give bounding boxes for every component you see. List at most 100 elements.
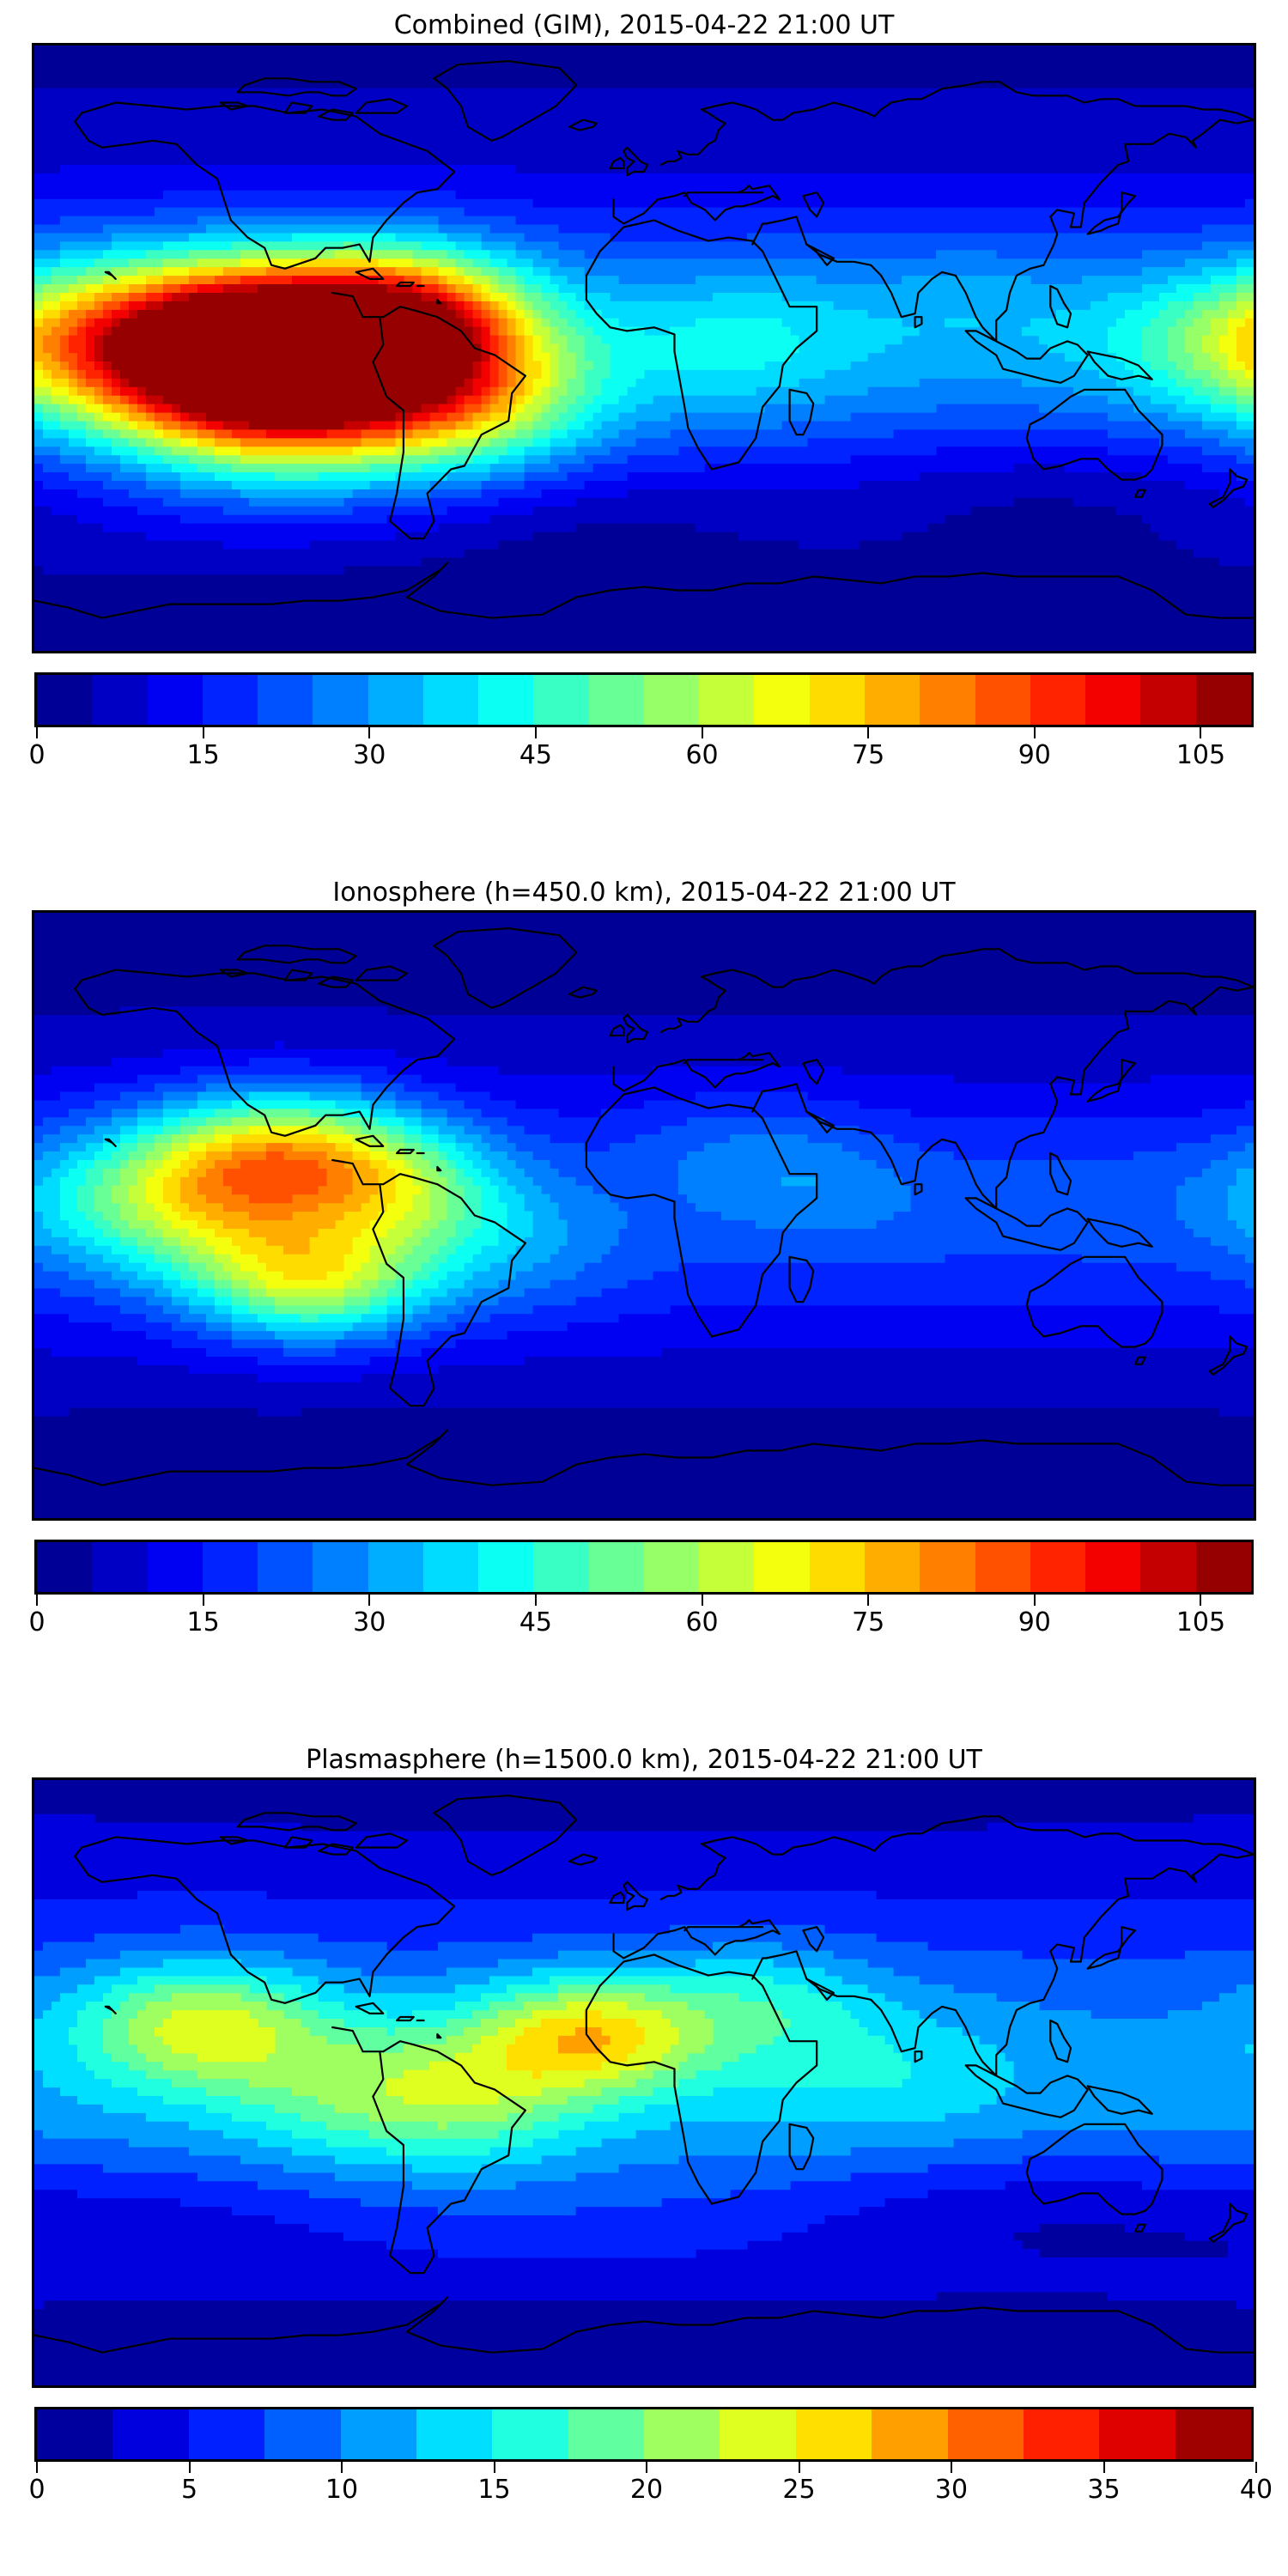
colorbar-segment xyxy=(340,2409,416,2459)
colorbar-tick-label: 0 xyxy=(28,740,46,770)
colorbar-segment xyxy=(975,1542,1030,1592)
coastline xyxy=(355,267,385,280)
coastline xyxy=(585,1086,818,1338)
coastline xyxy=(236,945,357,964)
coastline xyxy=(433,60,578,142)
colorbar-segment xyxy=(1030,675,1086,725)
coastline xyxy=(396,2015,415,2022)
colorbar-segment xyxy=(720,2409,796,2459)
contour-band xyxy=(163,1134,396,1280)
colorbar-tick-label: 15 xyxy=(186,1607,220,1637)
coastline xyxy=(805,1978,835,2001)
colorbar-segment xyxy=(1175,2409,1251,2459)
colorbar-segment xyxy=(112,2409,189,2459)
colorbar-segment xyxy=(202,675,258,725)
coastline xyxy=(34,562,1254,619)
contour-band xyxy=(34,207,1254,515)
colorbar-segment xyxy=(1195,1542,1251,1592)
coastline xyxy=(1049,284,1072,329)
coastline xyxy=(433,1795,578,1876)
coastline xyxy=(355,1832,408,1849)
coastline xyxy=(355,2002,385,2014)
contour-band xyxy=(103,284,482,430)
colorbar-segment xyxy=(864,1542,920,1592)
colorbar-segment xyxy=(258,675,313,725)
coastline-overlay xyxy=(34,60,1254,619)
coastline xyxy=(355,1134,385,1147)
colorbar-tick-label: 45 xyxy=(519,1607,552,1637)
colorbar-tick-label: 0 xyxy=(28,1607,46,1637)
colorbar-segment xyxy=(37,2409,113,2459)
coastline xyxy=(751,986,1254,1210)
coastline xyxy=(1133,489,1146,498)
contour-band xyxy=(155,2002,679,2105)
colorbar-tick xyxy=(867,1595,870,1606)
coastline xyxy=(1086,1218,1153,1248)
coastline xyxy=(1086,191,1136,235)
coastline xyxy=(74,969,456,1137)
coastline xyxy=(568,118,598,131)
colorbar-tick-label: 25 xyxy=(782,2475,816,2505)
coastline xyxy=(659,948,1254,1034)
contour-band xyxy=(69,1976,911,2156)
colorbar-segment xyxy=(1195,675,1251,725)
coastline xyxy=(788,388,815,436)
coastline xyxy=(609,156,625,170)
coastline xyxy=(623,146,648,177)
contour-band xyxy=(34,233,1254,482)
colorbar-labels-ionosphere: 0 15 30 45 60 75 90 105 xyxy=(28,1607,1254,1641)
colorbar-segment xyxy=(478,1542,534,1592)
coastline-overlay xyxy=(34,927,1254,1486)
map-ionosphere xyxy=(32,910,1256,1521)
coastline xyxy=(1086,1926,1136,1970)
contour-band xyxy=(34,1057,1254,1365)
colorbar-ionosphere: 0 15 30 45 60 75 90 105 xyxy=(28,1540,1254,1641)
colorbar-segment xyxy=(1140,1542,1196,1592)
coastline xyxy=(751,118,1254,343)
coastline xyxy=(436,1166,442,1172)
contour-band xyxy=(112,1117,447,1306)
colorbar-tick-label: 90 xyxy=(1018,1607,1051,1637)
colorbar-segment xyxy=(313,1542,368,1592)
map-raster-combined-gim xyxy=(34,46,1254,651)
colorbar-tick-label: 40 xyxy=(1239,2475,1273,2505)
contour-band xyxy=(94,1109,465,1315)
contour-band xyxy=(34,1959,1254,2173)
colorbar-tick xyxy=(1255,2462,1257,2473)
panel-ionosphere: Ionosphere (h=450.0 km), 2015-04-22 21:0… xyxy=(0,876,1288,1641)
colorbar-tick-label: 35 xyxy=(1087,2475,1121,2505)
colorbar-segment xyxy=(37,675,93,725)
coastline xyxy=(1086,2085,1153,2115)
colorbar-tick xyxy=(534,1595,537,1606)
colorbar-segment xyxy=(533,675,589,725)
coastline xyxy=(1208,468,1249,508)
contour-band xyxy=(34,1941,1254,2190)
colorbar-segment xyxy=(368,1542,423,1592)
coastline xyxy=(1133,1356,1146,1365)
colorbar-ticks-ionosphere xyxy=(34,1595,1254,1607)
colorbar-segment xyxy=(920,1542,975,1592)
colorbar-segment xyxy=(644,2409,720,2459)
contour-band xyxy=(558,2026,611,2054)
colorbar-tick xyxy=(701,727,703,738)
coastline xyxy=(914,2050,923,2063)
colorbar-tick xyxy=(951,2462,952,2473)
colorbar-tick-label: 0 xyxy=(28,2475,46,2505)
contour-band xyxy=(129,1126,430,1297)
colorbar-tick xyxy=(202,1595,204,1606)
coastline xyxy=(1086,1059,1136,1103)
coastline xyxy=(1025,388,1163,481)
coastline xyxy=(1133,2223,1146,2233)
coastline xyxy=(788,2123,815,2171)
colorbar-segment xyxy=(754,1542,810,1592)
colorbar-labels-combined-gim: 0 15 30 45 60 75 90 105 xyxy=(28,739,1254,774)
coastline xyxy=(219,969,249,978)
coastline xyxy=(331,291,526,540)
colorbar-segment xyxy=(147,675,203,725)
coastline xyxy=(1086,350,1153,380)
coastline xyxy=(802,1926,825,1953)
colorbar-tick-label: 75 xyxy=(852,740,885,770)
colorbar-segment xyxy=(699,1542,755,1592)
colorbar-segment xyxy=(643,1542,700,1592)
